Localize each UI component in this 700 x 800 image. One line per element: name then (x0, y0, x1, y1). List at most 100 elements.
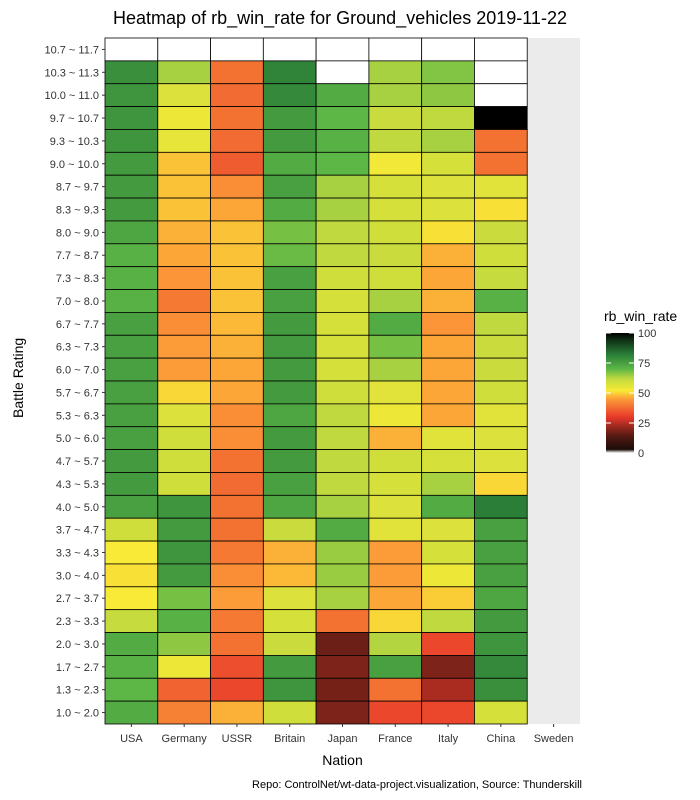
heatmap-cell (474, 586, 528, 611)
heatmap-cell (104, 60, 159, 85)
heatmap-cell (104, 266, 159, 290)
heatmap-cell (421, 37, 475, 62)
heatmap-cell (157, 106, 211, 130)
y-tick-label: 5.7 ~ 6.7 (56, 387, 99, 399)
heatmap-cell (315, 357, 370, 382)
x-tick-label: USA (120, 733, 143, 745)
heatmap-cell (421, 151, 475, 176)
heatmap-cell (368, 655, 423, 679)
heatmap-cell (262, 83, 317, 108)
heatmap-cell (474, 472, 528, 496)
heatmap-cell (315, 609, 370, 633)
y-tick-label: 2.0 ~ 3.0 (56, 639, 99, 651)
heatmap-cell (104, 106, 159, 130)
heatmap-cell (262, 151, 317, 176)
heatmap-cell (368, 151, 423, 176)
y-tick-label: 6.0 ~ 7.0 (56, 365, 99, 377)
heatmap-cell (157, 403, 211, 428)
y-tick-label: 10.3 ~ 11.3 (44, 67, 99, 79)
heatmap-cell (157, 243, 211, 268)
heatmap-cell (210, 357, 264, 382)
heatmap-cell (368, 289, 423, 313)
heatmap-cell (157, 449, 211, 473)
heatmap-cell (210, 403, 264, 428)
x-axis-label: Nation (322, 752, 363, 768)
x-tick-label: Germany (162, 733, 208, 745)
heatmap-cell (474, 243, 528, 268)
heatmap-cell (262, 426, 317, 451)
heatmap-cell (262, 220, 317, 245)
heatmap-cell (210, 334, 264, 359)
heatmap-cell (421, 311, 475, 336)
heatmap-cell (421, 540, 475, 565)
heatmap-cell (210, 472, 264, 496)
heatmap-cell (157, 655, 211, 679)
heatmap-cell (262, 106, 317, 130)
heatmap-cell (368, 403, 423, 428)
heatmap-cell (474, 83, 528, 108)
heatmap-cell (315, 632, 370, 656)
heatmap-cell (474, 700, 528, 725)
legend-tick-label: 0 (638, 448, 644, 460)
heatmap-cell (210, 243, 264, 268)
heatmap-cell (368, 632, 423, 656)
chart-title: Heatmap of rb_win_rate for Ground_vehicl… (113, 8, 567, 28)
heatmap-cell (474, 380, 528, 405)
heatmap-cell (474, 563, 528, 588)
heatmap-cell (421, 334, 475, 359)
heatmap-cell (262, 174, 317, 199)
heatmap-cell (262, 632, 317, 656)
heatmap-cell (104, 174, 159, 199)
heatmap-cell (210, 609, 264, 633)
heatmap-cell (421, 517, 475, 542)
heatmap-cell (474, 311, 528, 336)
heatmap-cell (315, 266, 370, 290)
heatmap-cell (157, 494, 211, 519)
heatmap-cell (368, 517, 423, 542)
y-tick-label: 4.0 ~ 5.0 (56, 502, 99, 514)
heatmap-cell (262, 334, 317, 359)
y-tick-label: 2.7 ~ 3.7 (56, 593, 99, 605)
y-tick-label: 7.3 ~ 8.3 (56, 273, 99, 285)
heatmap-cell (368, 334, 423, 359)
heatmap-cell (474, 403, 528, 428)
y-tick-label: 10.0 ~ 11.0 (44, 90, 99, 102)
x-tick-label: China (486, 733, 516, 745)
heatmap-cell (474, 129, 528, 153)
heatmap-cell (315, 129, 370, 153)
heatmap-cell (474, 449, 528, 473)
heatmap-cells (104, 37, 528, 725)
heatmap-cell (421, 655, 475, 679)
heatmap-cell (421, 677, 475, 702)
y-tick-label: 7.7 ~ 8.7 (56, 250, 99, 262)
heatmap-cell (262, 655, 317, 679)
heatmap-cell (210, 677, 264, 702)
heatmap-cell (368, 586, 423, 611)
heatmap-cell (210, 174, 264, 199)
heatmap-cell (474, 60, 528, 85)
heatmap-cell (474, 106, 528, 130)
heatmap-cell (210, 311, 264, 336)
heatmap-cell (474, 609, 528, 633)
y-tick-label: 6.3 ~ 7.3 (56, 342, 99, 354)
heatmap-cell (210, 517, 264, 542)
heatmap-cell (104, 311, 159, 336)
heatmap-cell (315, 334, 370, 359)
heatmap-cell (157, 334, 211, 359)
y-tick-label: 1.0 ~ 2.0 (56, 708, 99, 720)
heatmap-cell (474, 494, 528, 519)
heatmap-cell (262, 472, 317, 496)
heatmap-cell (315, 449, 370, 473)
legend-tick-label: 50 (638, 388, 650, 400)
heatmap-cell (421, 472, 475, 496)
heatmap-cell (368, 106, 423, 130)
heatmap-cell (104, 380, 159, 405)
heatmap-cell (262, 129, 317, 153)
heatmap-cell (368, 426, 423, 451)
heatmap-cell (210, 449, 264, 473)
heatmap-cell (368, 174, 423, 199)
heatmap-cell (315, 403, 370, 428)
heatmap-cell (368, 83, 423, 108)
heatmap-cell (157, 357, 211, 382)
heatmap-cell (262, 243, 317, 268)
